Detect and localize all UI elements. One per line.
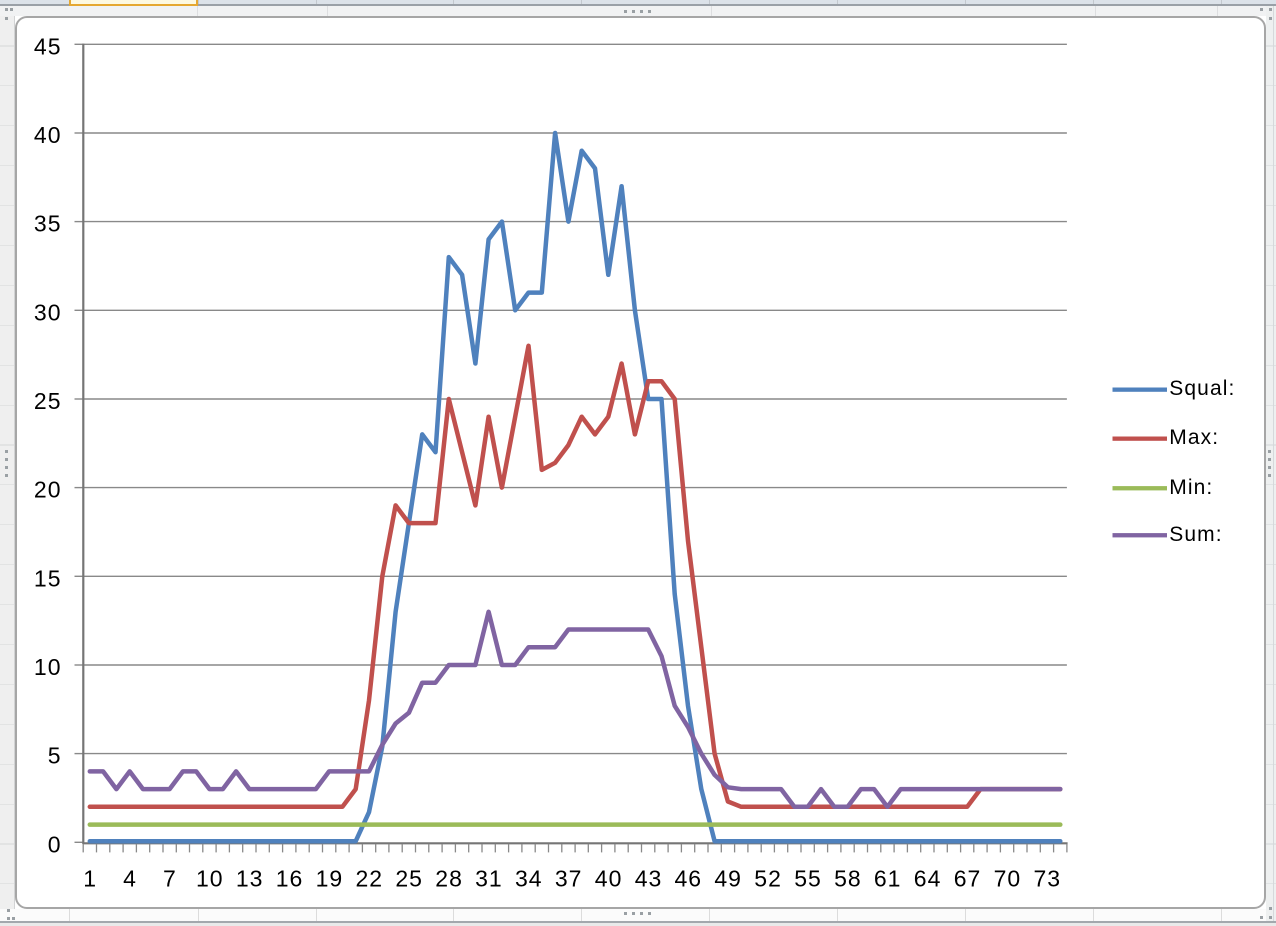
svg-text:13: 13 bbox=[236, 865, 264, 891]
svg-text:52: 52 bbox=[754, 865, 782, 891]
svg-text:22: 22 bbox=[356, 865, 384, 891]
svg-text:16: 16 bbox=[276, 865, 304, 891]
svg-text:10: 10 bbox=[196, 865, 224, 891]
svg-text:10: 10 bbox=[34, 654, 62, 680]
svg-text:15: 15 bbox=[34, 565, 62, 591]
svg-text:49: 49 bbox=[714, 865, 742, 891]
svg-text:4: 4 bbox=[123, 865, 137, 891]
svg-text:43: 43 bbox=[635, 865, 663, 891]
svg-text:40: 40 bbox=[595, 865, 623, 891]
svg-text:0: 0 bbox=[48, 831, 62, 857]
svg-text:46: 46 bbox=[675, 865, 703, 891]
svg-text:25: 25 bbox=[34, 388, 62, 414]
svg-text:Min:: Min: bbox=[1169, 476, 1213, 499]
svg-text:Max:: Max: bbox=[1169, 426, 1219, 449]
svg-text:40: 40 bbox=[34, 122, 62, 148]
svg-text:Squal:: Squal: bbox=[1169, 377, 1235, 400]
svg-text:1: 1 bbox=[83, 865, 97, 891]
svg-text:73: 73 bbox=[1034, 865, 1062, 891]
svg-text:67: 67 bbox=[954, 865, 982, 891]
svg-text:5: 5 bbox=[48, 743, 62, 769]
svg-text:34: 34 bbox=[515, 865, 543, 891]
svg-text:31: 31 bbox=[475, 865, 503, 891]
svg-text:45: 45 bbox=[34, 33, 62, 59]
svg-text:58: 58 bbox=[834, 865, 862, 891]
svg-text:25: 25 bbox=[395, 865, 423, 891]
svg-text:28: 28 bbox=[435, 865, 463, 891]
svg-text:35: 35 bbox=[34, 211, 62, 237]
svg-text:30: 30 bbox=[34, 299, 62, 325]
svg-text:37: 37 bbox=[555, 865, 583, 891]
svg-text:19: 19 bbox=[316, 865, 344, 891]
svg-text:64: 64 bbox=[914, 865, 942, 891]
svg-text:70: 70 bbox=[994, 865, 1022, 891]
svg-text:61: 61 bbox=[874, 865, 902, 891]
svg-text:7: 7 bbox=[163, 865, 177, 891]
svg-text:Sum:: Sum: bbox=[1169, 523, 1222, 546]
svg-text:55: 55 bbox=[794, 865, 822, 891]
svg-text:20: 20 bbox=[34, 477, 62, 503]
